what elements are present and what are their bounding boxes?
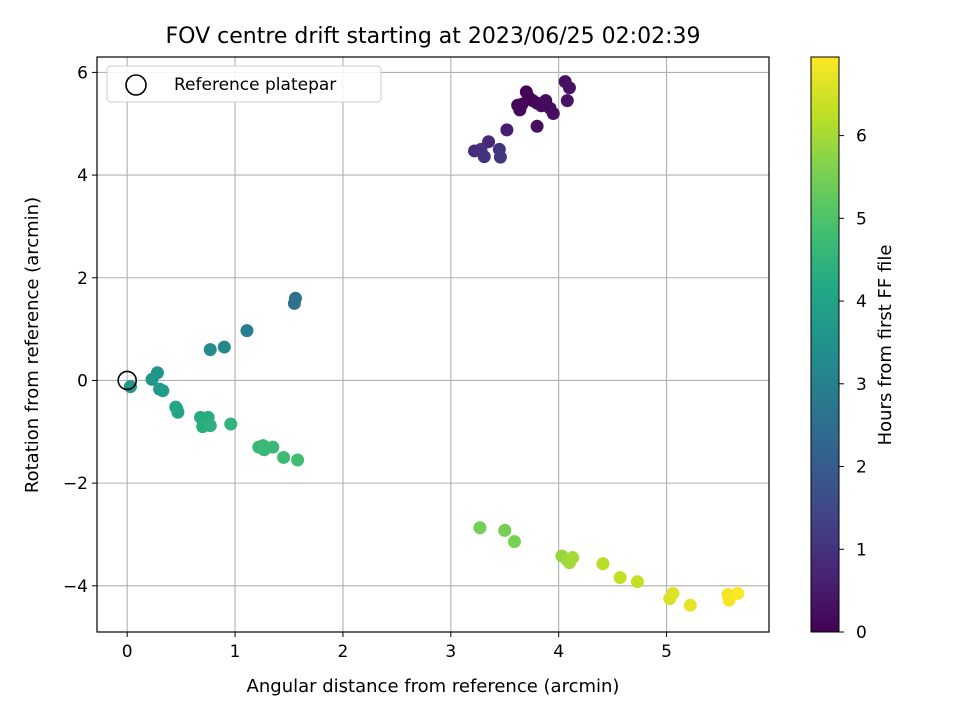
data-point: [500, 123, 514, 137]
data-point: [731, 586, 745, 600]
data-point: [498, 523, 512, 537]
data-point: [256, 439, 270, 453]
data-point: [566, 551, 580, 565]
data-point: [477, 150, 491, 164]
data-point: [562, 81, 576, 95]
colorbar-ticks: 0 1 2 3 4 5 6: [839, 127, 867, 643]
colorbar-tick-label: 6: [856, 127, 867, 147]
x-axis-label: Angular distance from reference (arcmin): [247, 676, 620, 697]
data-point: [277, 450, 291, 464]
legend-marker: [125, 74, 147, 96]
y-tick-label: 2: [77, 269, 88, 289]
data-point: [546, 106, 560, 120]
colorbar-tick-label: 3: [856, 375, 867, 395]
colorbar-tick-label: 0: [856, 623, 867, 643]
colorbar-label: Hours from first FF file: [875, 245, 896, 446]
y-axis-label: Rotation from reference (arcmin): [22, 197, 43, 493]
reference-marker: [117, 370, 138, 391]
data-point: [123, 380, 137, 394]
data-point: [666, 586, 680, 600]
grid-lines: [97, 57, 769, 632]
y-tick-label: 6: [77, 63, 88, 83]
data-point: [224, 417, 238, 431]
data-point: [473, 521, 487, 535]
data-point: [630, 575, 644, 589]
x-tick-label: 4: [553, 642, 564, 662]
colorbar-tick-label: 1: [856, 540, 867, 560]
colorbar-tick-label: 4: [856, 292, 867, 312]
colorbar-tick-label: 5: [856, 209, 867, 229]
data-point: [291, 453, 305, 467]
colorbar: 0 1 2 3 4 5 6 Hours from first FF file: [810, 56, 896, 643]
y-tick-label: −4: [63, 577, 88, 597]
legend-label: Reference platepar: [174, 75, 336, 95]
data-point: [507, 535, 521, 549]
y-tick-label: −2: [63, 474, 88, 494]
data-point: [203, 343, 217, 357]
colorbar-tick-label: 2: [856, 458, 867, 478]
data-point: [596, 557, 610, 571]
x-tick-label: 1: [230, 642, 241, 662]
data-point: [513, 103, 527, 117]
x-tick-label: 0: [122, 642, 133, 662]
data-points: [123, 75, 745, 612]
data-point: [156, 384, 170, 398]
plot-frame: [96, 56, 770, 633]
y-ticks: −4 −2 0 2 4 6: [63, 63, 97, 597]
x-tick-label: 5: [661, 642, 672, 662]
data-point: [287, 296, 301, 310]
data-point: [169, 400, 183, 414]
y-tick-label: 0: [77, 371, 88, 391]
data-point: [560, 94, 574, 108]
x-tick-label: 3: [445, 642, 456, 662]
chart-title: FOV centre drift starting at 2023/06/25 …: [166, 24, 701, 49]
data-point: [240, 324, 254, 338]
data-point: [683, 598, 697, 612]
data-point: [203, 419, 217, 433]
data-point: [493, 150, 507, 164]
y-tick-label: 4: [77, 166, 88, 186]
legend-box: [106, 65, 382, 103]
legend: Reference platepar: [106, 65, 382, 103]
data-point: [613, 571, 627, 585]
colorbar-gradient: [810, 56, 840, 633]
data-point: [530, 119, 544, 133]
data-point: [266, 440, 280, 454]
data-point: [145, 372, 159, 386]
x-ticks: 0 1 2 3 4 5: [122, 632, 672, 662]
data-point: [217, 340, 231, 354]
x-tick-label: 2: [338, 642, 349, 662]
